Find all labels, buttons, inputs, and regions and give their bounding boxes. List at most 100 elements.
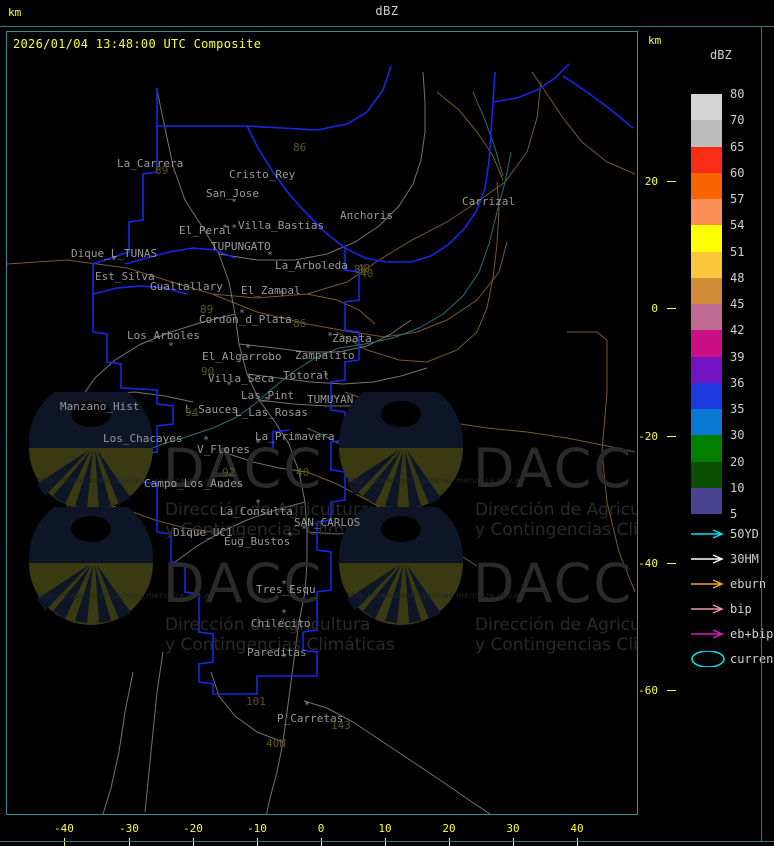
road-number-label: 143 bbox=[331, 719, 351, 732]
colorbar-band bbox=[691, 356, 722, 383]
road-number-label: 94 bbox=[185, 406, 199, 419]
road-number-label: 90 bbox=[201, 365, 215, 378]
colorbar-tick-label: 36 bbox=[730, 375, 745, 390]
road-number-label: 89 bbox=[200, 303, 214, 316]
colorbar-tick-label: 51 bbox=[730, 244, 745, 259]
place-label: Dique_L_TUNAS bbox=[71, 247, 158, 260]
place-label: Campo_Los_Andes bbox=[144, 477, 244, 490]
place-label: L_Las_Rosas bbox=[235, 406, 308, 419]
colorbar-tick-label: 45 bbox=[730, 297, 745, 311]
legend-entry[interactable]: eburn bbox=[686, 573, 774, 599]
station-marker-icon: * bbox=[226, 380, 233, 391]
colorbar[interactable] bbox=[691, 94, 722, 514]
station-marker-icon: * bbox=[301, 524, 308, 535]
y-axis: 20 0 -20 -40 -60 bbox=[638, 31, 680, 815]
colorbar-band bbox=[691, 172, 722, 199]
track-arrow-icon bbox=[691, 554, 724, 564]
arrow-legend: 50YD 30HM eburn bip eb+bip current bbox=[686, 523, 774, 683]
x-axis-tick-mark bbox=[193, 838, 194, 846]
window-title: dBZ bbox=[375, 4, 399, 18]
place-label: San_Jose bbox=[206, 187, 259, 200]
legend-entry-label: eburn bbox=[730, 577, 767, 591]
station-marker-icon: * bbox=[245, 343, 252, 354]
colorbar-tick-label: 39 bbox=[730, 349, 745, 364]
window-right-border bbox=[761, 27, 762, 842]
map-geography bbox=[7, 63, 636, 814]
place-label: El_Algarrobo bbox=[202, 350, 282, 363]
road-network-brown bbox=[7, 71, 636, 593]
y-axis-tick-label: -20 bbox=[638, 430, 658, 443]
legend-entry-label: 50YD bbox=[730, 527, 759, 541]
track-arrow-icon bbox=[691, 604, 724, 614]
colorbar-tick-label: 80 bbox=[730, 87, 745, 101]
x-axis-tick-mark bbox=[257, 838, 258, 846]
road-number-label: 86 bbox=[293, 317, 307, 330]
y-axis-tick-mark bbox=[667, 563, 676, 564]
legend-entry-label: bip bbox=[730, 602, 752, 616]
colorbar-band bbox=[691, 251, 722, 278]
colorbar-tick-label: 42 bbox=[730, 323, 745, 338]
place-label: Gualtallary bbox=[150, 280, 223, 293]
place-label: Eug_Bustos bbox=[224, 535, 291, 548]
place-label: TUMUYAN bbox=[307, 393, 354, 406]
station-marker-icon: * bbox=[267, 250, 274, 261]
x-axis-tick-label: 40 bbox=[570, 822, 584, 835]
station-marker-icon: * bbox=[279, 289, 286, 300]
place-label: Manzano_Hist bbox=[60, 400, 140, 413]
place-label: Zampalito bbox=[295, 349, 355, 362]
station-marker-icon: * bbox=[111, 255, 118, 266]
station-marker-icon: * bbox=[304, 700, 311, 711]
y-axis-tick-label: 0 bbox=[651, 302, 658, 315]
x-axis-tick-label: -20 bbox=[183, 822, 203, 835]
colorbar-band bbox=[691, 409, 722, 436]
place-label: Zapata bbox=[332, 332, 372, 345]
y-axis-tick-label: 20 bbox=[644, 175, 658, 188]
colorbar-band bbox=[691, 487, 722, 514]
window-title-bar: dBZ bbox=[0, 0, 774, 27]
station-marker-icon: * bbox=[203, 435, 210, 446]
station-marker-icon: * bbox=[287, 531, 294, 542]
place-label: Chilecito bbox=[251, 617, 311, 630]
place-label: Los_Chacayes bbox=[103, 432, 183, 445]
station-marker-icon: * bbox=[281, 608, 288, 619]
legend-entry[interactable]: eb+bip bbox=[686, 623, 774, 649]
x-axis-tick-label: -30 bbox=[119, 822, 139, 835]
x-axis-tick-mark bbox=[385, 838, 386, 846]
colorbar-band bbox=[691, 146, 722, 173]
y-axis-tick-label: -60 bbox=[638, 684, 658, 697]
colorbar-band bbox=[691, 461, 722, 488]
station-marker-icon: * bbox=[218, 483, 225, 494]
place-label: L_Sauces bbox=[185, 403, 238, 416]
x-axis-unit: km bbox=[8, 6, 22, 19]
road-number-label: 89 bbox=[155, 164, 169, 177]
legend-entry[interactable]: 50YD bbox=[686, 523, 774, 549]
x-axis-tick-label: -40 bbox=[54, 822, 74, 835]
station-marker-icon: * bbox=[239, 308, 246, 319]
colorbar-tick-label: 35 bbox=[730, 402, 745, 416]
road-number-label: 86 bbox=[293, 141, 307, 154]
colorbar-band bbox=[691, 435, 722, 462]
colorbar-band bbox=[691, 199, 722, 226]
place-label: V_Flores bbox=[197, 443, 250, 456]
station-marker-icon: * bbox=[264, 395, 271, 406]
x-axis-tick-mark bbox=[321, 838, 322, 846]
colorbar-band bbox=[691, 94, 722, 121]
x-axis-tick-label: -10 bbox=[247, 822, 267, 835]
legend-entry[interactable]: 30HM bbox=[686, 548, 774, 574]
place-label: SAN_CARLOS bbox=[294, 516, 361, 529]
legend-entry-label: current bbox=[730, 652, 774, 666]
colorbar-tick-label: 10 bbox=[730, 480, 745, 495]
colorbar-band bbox=[691, 225, 722, 252]
y-axis-tick-mark bbox=[667, 690, 676, 691]
x-axis-tick-label: 0 bbox=[317, 822, 325, 835]
y-axis-tick-mark bbox=[667, 436, 676, 437]
place-label: Los_Arboles bbox=[127, 329, 200, 342]
legend-entry[interactable]: bip bbox=[686, 598, 774, 624]
y-axis-unit: km bbox=[648, 34, 662, 47]
map-canvas: DACC Dirección de Agricultura y Continge… bbox=[7, 32, 637, 814]
place-label: Carrizal bbox=[462, 195, 515, 208]
radar-plot[interactable]: DACC Dirección de Agricultura y Continge… bbox=[6, 31, 638, 815]
station-marker-icon: * bbox=[231, 223, 238, 234]
legend-entry[interactable]: current bbox=[686, 648, 774, 674]
track-arrow-icon bbox=[691, 529, 724, 539]
